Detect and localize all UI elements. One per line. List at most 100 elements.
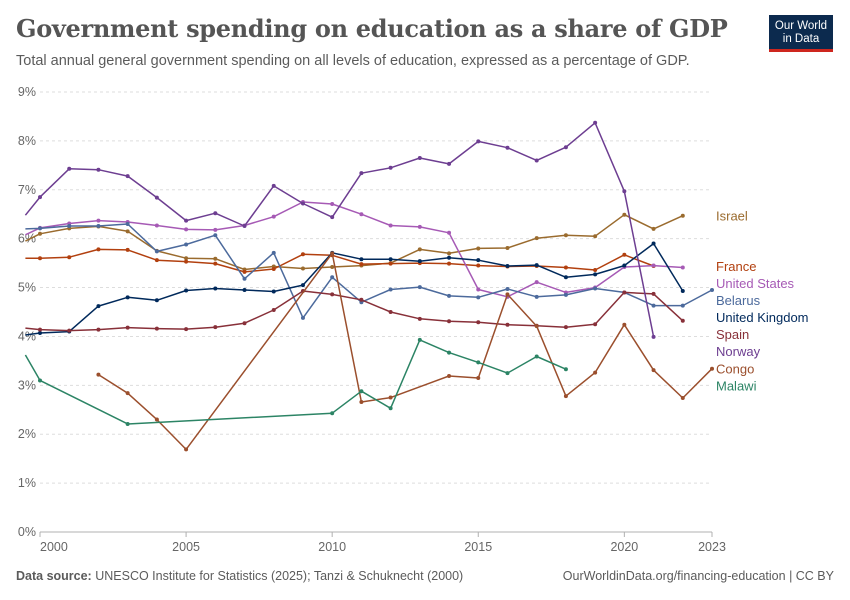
data-point-france (622, 252, 627, 257)
data-point-malawi (417, 337, 422, 342)
data-point-congo (154, 417, 159, 422)
data-point-united-kingdom (680, 288, 685, 293)
y-tick-label: 8% (18, 134, 36, 148)
series-line-malawi (24, 339, 567, 425)
data-point-spain (476, 320, 481, 325)
footer-url[interactable]: OurWorldinData.org/financing-education |… (562, 569, 834, 583)
data-point-united-kingdom (417, 259, 422, 264)
data-point-united-kingdom (96, 304, 101, 309)
data-point-united-kingdom (534, 263, 539, 268)
data-point-norway (125, 174, 130, 179)
data-point-united-kingdom (622, 263, 627, 268)
data-point-israel (330, 265, 335, 270)
data-point-norway (38, 195, 42, 200)
data-point-belarus (330, 275, 335, 280)
data-point-france (359, 262, 364, 267)
data-point-france (242, 269, 247, 274)
y-tick-label: 6% (18, 232, 36, 246)
y-tick-label: 3% (18, 378, 36, 392)
y-tick-label: 5% (18, 281, 36, 295)
data-point-israel (447, 251, 452, 256)
data-point-congo (388, 395, 393, 400)
series-label-norway: Norway (716, 344, 761, 359)
data-point-norway (534, 158, 539, 163)
data-point-spain (680, 318, 685, 323)
data-point-norway (242, 223, 247, 228)
data-point-united-kingdom (38, 331, 42, 336)
data-point-belarus (96, 223, 101, 228)
data-point-france (447, 261, 452, 266)
series-line-united-states (25, 201, 683, 298)
data-point-france (154, 258, 159, 263)
data-point-spain (213, 325, 218, 330)
series-line-france (25, 248, 654, 273)
series-lines (24, 120, 714, 452)
series-label-united-states: United States (716, 276, 795, 291)
data-point-israel (651, 226, 656, 231)
data-point-united-kingdom (184, 288, 189, 293)
data-point-norway (563, 145, 568, 150)
data-point-israel (125, 229, 130, 234)
data-point-united-kingdom (300, 283, 305, 288)
data-point-malawi (534, 354, 539, 359)
x-tick-label: 2000 (40, 540, 68, 554)
data-point-spain (184, 327, 189, 332)
data-point-congo (534, 324, 539, 329)
data-point-norway (359, 171, 364, 176)
footer-source: Data source: UNESCO Institute for Statis… (16, 569, 463, 583)
data-point-belarus (563, 292, 568, 297)
data-point-united-kingdom (593, 272, 598, 277)
data-point-belarus (388, 287, 393, 292)
data-point-spain (96, 327, 101, 332)
data-point-belarus (710, 288, 714, 292)
data-point-belarus (271, 250, 276, 255)
data-point-united-kingdom (242, 288, 247, 292)
data-point-spain (388, 310, 393, 314)
line-chart: 0% 1% 2% 3% 4% 5% 6% 7% 8% 9% 2000 2005 2010 2015 202… (18, 85, 809, 554)
data-point-united-states (680, 265, 685, 270)
data-point-belarus (447, 293, 452, 298)
data-point-congo (359, 399, 364, 404)
data-point-spain (622, 290, 627, 295)
data-point-norway (96, 167, 101, 172)
data-point-belarus (67, 223, 72, 228)
data-point-united-states (651, 263, 656, 268)
data-point-spain (651, 291, 656, 296)
data-point-france (67, 255, 72, 260)
data-point-congo (330, 251, 335, 256)
data-point-israel (38, 231, 42, 236)
owid-logo[interactable]: Our World in Data (769, 15, 833, 52)
data-point-united-states (330, 201, 335, 206)
data-point-spain (447, 319, 452, 324)
data-point-spain (154, 326, 159, 331)
data-point-israel (622, 212, 627, 217)
data-point-spain (242, 321, 247, 326)
data-point-belarus (154, 249, 159, 254)
data-point-united-kingdom (651, 241, 656, 246)
x-tick-label: 2015 (464, 540, 492, 554)
data-point-united-states (417, 224, 422, 229)
data-point-united-states (388, 223, 393, 228)
data-point-norway (622, 189, 627, 194)
data-point-belarus (680, 303, 685, 308)
logo-line-2: in Data (782, 33, 820, 45)
data-point-norway (300, 201, 305, 206)
data-point-congo (184, 447, 189, 452)
data-point-united-kingdom (563, 275, 568, 280)
y-tick-label: 4% (18, 329, 36, 343)
y-tick-label: 0% (18, 525, 36, 539)
data-point-belarus (417, 285, 422, 290)
data-point-spain (330, 292, 335, 297)
data-point-spain (359, 297, 364, 302)
data-point-france (476, 263, 481, 268)
data-point-france (388, 261, 393, 266)
data-point-united-kingdom (125, 295, 130, 300)
data-point-israel (417, 247, 422, 252)
data-point-norway (184, 218, 189, 223)
data-point-israel (505, 245, 510, 250)
data-point-belarus (184, 242, 189, 247)
data-point-norway (651, 334, 656, 339)
data-point-israel (563, 233, 568, 238)
x-tick-label: 2020 (610, 540, 638, 554)
source-label: Data source: (16, 569, 92, 583)
